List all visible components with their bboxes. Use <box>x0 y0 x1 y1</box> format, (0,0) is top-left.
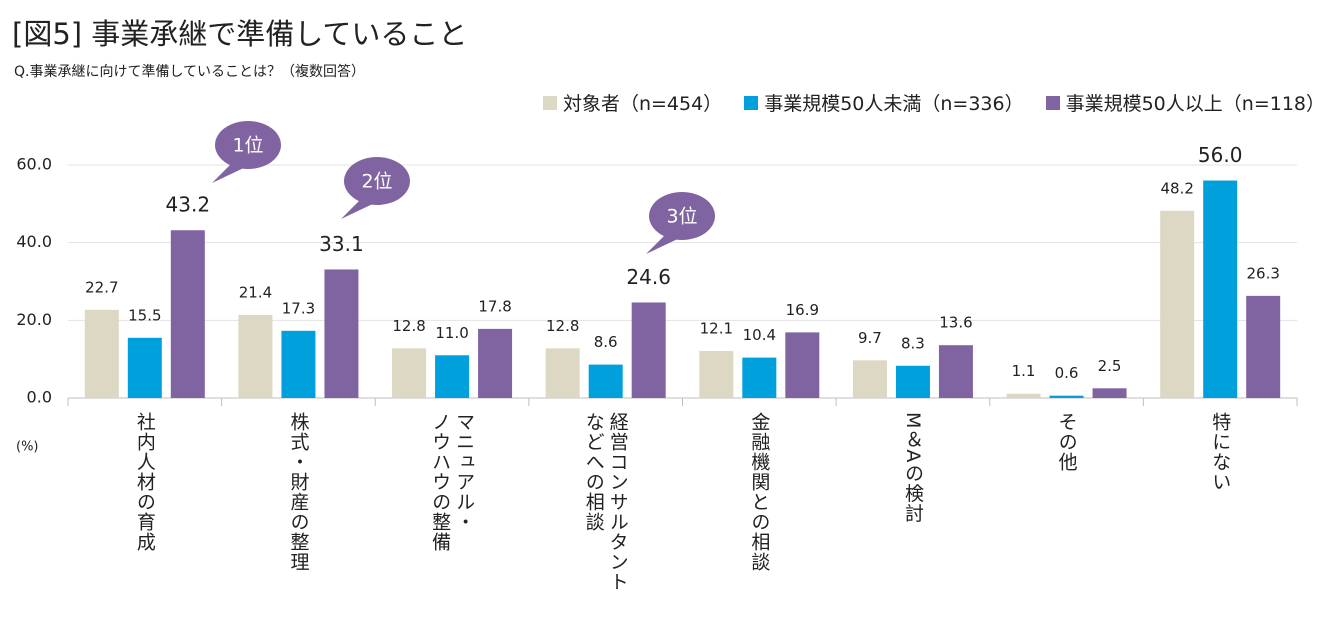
y-tick-label: 60.0 <box>16 155 52 174</box>
bar <box>938 345 973 398</box>
bar <box>127 337 162 398</box>
value-label: 24.6 <box>626 265 671 289</box>
y-tick-label: 20.0 <box>16 310 52 329</box>
bar <box>1203 180 1238 398</box>
value-label: 48.2 <box>1160 179 1193 197</box>
bar <box>1006 393 1041 398</box>
bar <box>392 348 427 398</box>
y-tick-label: 40.0 <box>16 232 52 251</box>
x-tick-label: マニュアル・ ノウハウの整備 <box>429 412 476 552</box>
value-label: 13.6 <box>939 314 972 332</box>
value-label: 21.4 <box>239 283 272 301</box>
callout-label: 1位 <box>232 135 263 157</box>
x-tick-label: 経営コンサルタント などへの相談 <box>582 412 629 592</box>
bar <box>1160 210 1195 398</box>
callout-bubble <box>215 121 281 169</box>
value-label: 56.0 <box>1198 143 1243 167</box>
callout-label: 3位 <box>666 206 697 228</box>
chart-subtitle: Q.事業承継に向けて準備していることは？（複数回答） <box>14 63 365 80</box>
bar <box>170 230 205 398</box>
value-label: 9.7 <box>858 329 882 347</box>
value-label: 1.1 <box>1012 362 1036 380</box>
value-label: 15.5 <box>128 306 161 324</box>
value-label: 12.1 <box>700 320 733 338</box>
bar <box>1049 395 1084 398</box>
value-label: 8.6 <box>594 333 618 351</box>
bar <box>435 355 470 398</box>
bar <box>84 309 119 398</box>
callout-label: 2位 <box>361 171 392 193</box>
chart-title: [図5] 事業承継で準備していること <box>12 17 467 51</box>
value-label: 11.0 <box>435 324 468 342</box>
value-label: 8.3 <box>901 334 925 352</box>
legend-swatch <box>1045 95 1060 110</box>
bar <box>281 330 316 398</box>
value-label: 2.5 <box>1098 357 1122 375</box>
bar <box>895 365 930 398</box>
value-label: 33.1 <box>319 232 364 256</box>
bar <box>324 269 359 398</box>
value-label: 43.2 <box>166 193 211 217</box>
legend-swatch <box>744 95 759 110</box>
bar <box>1092 388 1127 398</box>
y-tick-label: 0.0 <box>27 388 52 407</box>
legend-item: 対象者（n=454） <box>542 89 723 116</box>
value-label: 12.8 <box>392 317 425 335</box>
value-label: 10.4 <box>743 326 776 344</box>
x-tick-label: 社内人材の育成 <box>133 412 156 552</box>
value-label: 12.8 <box>546 317 579 335</box>
x-tick-label: 特にない <box>1209 412 1232 492</box>
bar <box>545 348 580 398</box>
y-unit: (%) <box>16 440 39 455</box>
legend-swatch <box>542 95 557 110</box>
legend-label: 事業規模50人以上（n=118） <box>1065 93 1325 115</box>
value-label: 0.6 <box>1055 364 1079 382</box>
legend-item: 事業規模50人以上（n=118） <box>1045 89 1325 116</box>
bar <box>742 357 777 398</box>
bar <box>699 351 734 398</box>
x-tick-label: 金融機関との相談 <box>748 412 771 572</box>
legend-label: 対象者（n=454） <box>562 93 723 115</box>
bar <box>238 314 273 398</box>
x-tick-label: 株式・財産の整理 <box>287 412 310 572</box>
bar <box>588 364 623 398</box>
callout-bubble <box>649 192 715 240</box>
value-label: 22.7 <box>85 278 118 296</box>
value-label: 16.9 <box>786 301 819 319</box>
x-tick-label: その他 <box>1055 412 1078 472</box>
legend: 対象者（n=454） 事業規模50人未満（n=336） 事業規模50人以上（n=11… <box>542 89 1325 116</box>
legend-item: 事業規模50人未満（n=336） <box>744 89 1024 116</box>
bar <box>852 360 887 398</box>
legend-label: 事業規模50人未満（n=336） <box>764 93 1024 115</box>
bar <box>478 328 513 398</box>
callout-bubble <box>344 157 410 205</box>
bar <box>1246 295 1281 398</box>
bar <box>785 332 820 398</box>
bar <box>631 302 666 398</box>
value-label: 17.8 <box>478 297 511 315</box>
value-label: 26.3 <box>1246 264 1279 282</box>
value-label: 17.3 <box>282 299 315 317</box>
x-tick-label: M＆Aの検討 <box>901 412 924 524</box>
